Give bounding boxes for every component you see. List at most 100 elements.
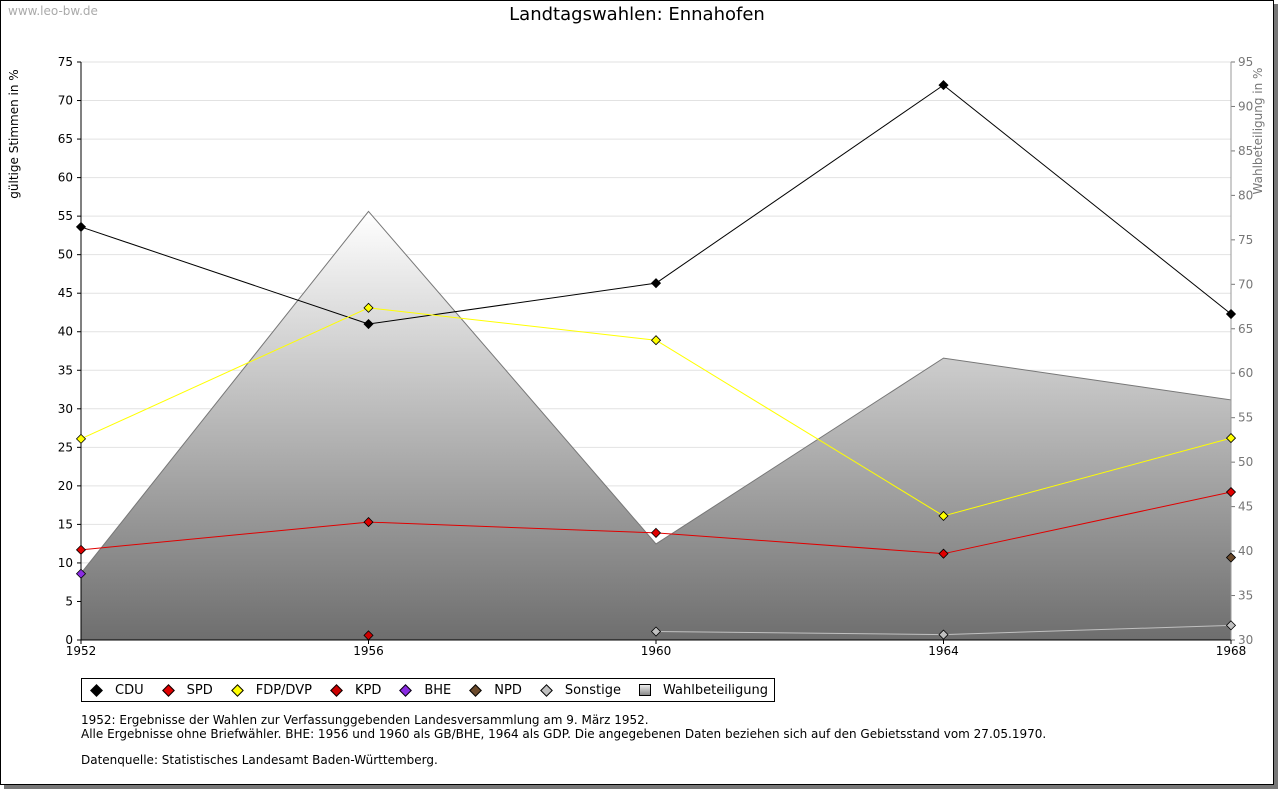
y2-tick-label: 50: [1238, 455, 1253, 469]
point-kpd: [363, 630, 374, 641]
series-line-spd: [655, 532, 944, 555]
y-tick-label: 70: [58, 94, 73, 108]
point-fdp-dvp: [938, 510, 949, 521]
legend-marker-sonstige: [539, 683, 553, 697]
series-line-spd: [368, 521, 657, 534]
point-spd: [363, 517, 374, 528]
legend-label: FDP/DVP: [255, 682, 312, 698]
legend-marker-spd: [161, 683, 175, 697]
y2-tick-label: 55: [1238, 411, 1253, 425]
y2-tick-label: 40: [1238, 544, 1253, 558]
turnout-area: [80, 210, 1232, 641]
x-tick-label: 1956: [353, 644, 384, 658]
series-line-spd: [943, 491, 1232, 555]
y2-tick-label: 90: [1238, 99, 1253, 113]
legend-label: CDU: [115, 682, 144, 698]
point-cdu: [75, 221, 87, 232]
legend-label: NPD: [494, 682, 522, 698]
legend-item-wahlbeteiligung: Wahlbeteiligung: [639, 683, 768, 698]
series-line-cdu: [80, 226, 369, 325]
y2-tick-label: 35: [1238, 589, 1253, 603]
legend-item-sonstige: Sonstige: [539, 682, 622, 698]
y2-axis-label: Wahlbeteiligung in %: [1251, 68, 1265, 195]
point-spd: [938, 548, 949, 559]
legend: CDU SPD FDP/DVP KPD BHE NPD Sonstige Wahlbeteil…: [81, 678, 776, 702]
y-tick-label: 25: [58, 440, 73, 454]
legend-marker-npd: [469, 683, 483, 697]
x-tick-label: 1952: [66, 644, 97, 658]
y2-tick-label: 30: [1238, 633, 1253, 647]
y-tick-label: 5: [65, 594, 73, 608]
point-fdp-dvp: [1225, 433, 1237, 444]
y-tick-label: 10: [58, 556, 73, 570]
y2-tick-label: 75: [1238, 233, 1253, 247]
note-source: Datenquelle: Statistisches Landesamt Bad…: [81, 753, 438, 767]
legend-item-fdp-dvp: FDP/DVP: [230, 682, 312, 698]
legend-label: BHE: [424, 682, 452, 698]
y-tick-label: 30: [58, 402, 73, 416]
y-tick-label: 20: [58, 479, 73, 493]
series-line-spd: [80, 521, 369, 551]
y2-tick-label: 80: [1238, 188, 1253, 202]
y2-tick-label: 85: [1238, 144, 1253, 158]
series-line-fdp-dvp: [943, 437, 1232, 517]
legend-item-bhe: BHE: [399, 683, 451, 698]
legend-label: SPD: [186, 682, 213, 698]
note-data-basis: Alle Ergebnisse ohne Briefwähler. BHE: 1…: [81, 726, 1047, 741]
point-bhe: [75, 568, 87, 579]
y2-tick-label: 95: [1238, 55, 1253, 69]
series-line-cdu: [943, 84, 1232, 315]
series-line-fdp-dvp: [80, 307, 369, 440]
y-tick-label: 45: [58, 286, 73, 300]
point-fdp-dvp: [363, 302, 374, 313]
series-line-fdp-dvp: [655, 339, 944, 517]
legend-label: Sonstige: [564, 682, 622, 698]
legend-marker-kpd: [330, 683, 343, 697]
legend-label: Wahlbeteiligung: [663, 682, 769, 698]
legend-item-spd: SPD: [161, 682, 213, 698]
y-tick-label: 40: [58, 325, 73, 339]
legend-marker-fdp-dvp: [230, 683, 244, 697]
y2-tick-label: 60: [1238, 366, 1253, 380]
x-tick-label: 1968: [1216, 644, 1247, 658]
point-sonstige: [938, 629, 949, 640]
series-line-cdu: [368, 282, 657, 325]
y-tick-label: 0: [65, 633, 73, 647]
y2-tick-label: 65: [1238, 322, 1253, 336]
point-sonstige: [1225, 620, 1237, 631]
point-spd: [1225, 486, 1237, 498]
point-npd: [1225, 552, 1237, 563]
y-tick-label: 35: [58, 363, 73, 377]
point-sonstige: [650, 626, 662, 637]
legend-item-kpd: KPD: [330, 683, 381, 698]
legend-marker-bhe: [399, 683, 413, 697]
point-fdp-dvp: [650, 335, 662, 346]
legend-item-cdu: CDU: [90, 683, 144, 698]
x-tick-label: 1964: [928, 644, 959, 658]
y-tick-label: 50: [58, 248, 73, 262]
point-cdu: [1225, 308, 1237, 320]
y-tick-label: 75: [58, 55, 73, 69]
point-fdp-dvp: [75, 433, 87, 444]
watermark: www.leo-bw.de: [8, 4, 98, 18]
point-cdu: [650, 278, 662, 289]
legend-label: KPD: [354, 682, 382, 698]
point-spd: [75, 544, 87, 555]
legend-item-npd: NPD: [469, 683, 522, 698]
y-axis-label: gültige Stimmen in %: [7, 69, 21, 198]
point-cdu: [363, 318, 374, 330]
point-spd: [650, 527, 662, 538]
footnotes: 1952: Ergebnisse der Wahlen zur Verfassu…: [81, 713, 1047, 768]
series-line-fdp-dvp: [368, 307, 657, 341]
chart-title: Landtagswahlen: Ennahofen: [509, 4, 765, 25]
legend-marker-cdu: [90, 683, 103, 697]
y2-tick-label: 70: [1238, 277, 1253, 291]
legend-marker-wahlbeteiligung: [639, 684, 652, 696]
y-tick-label: 65: [58, 132, 73, 146]
y-tick-label: 15: [58, 517, 73, 531]
y-tick-label: 60: [58, 171, 73, 185]
y2-tick-label: 45: [1238, 500, 1253, 514]
note-1952: 1952: Ergebnisse der Wahlen zur Verfassu…: [81, 713, 649, 727]
